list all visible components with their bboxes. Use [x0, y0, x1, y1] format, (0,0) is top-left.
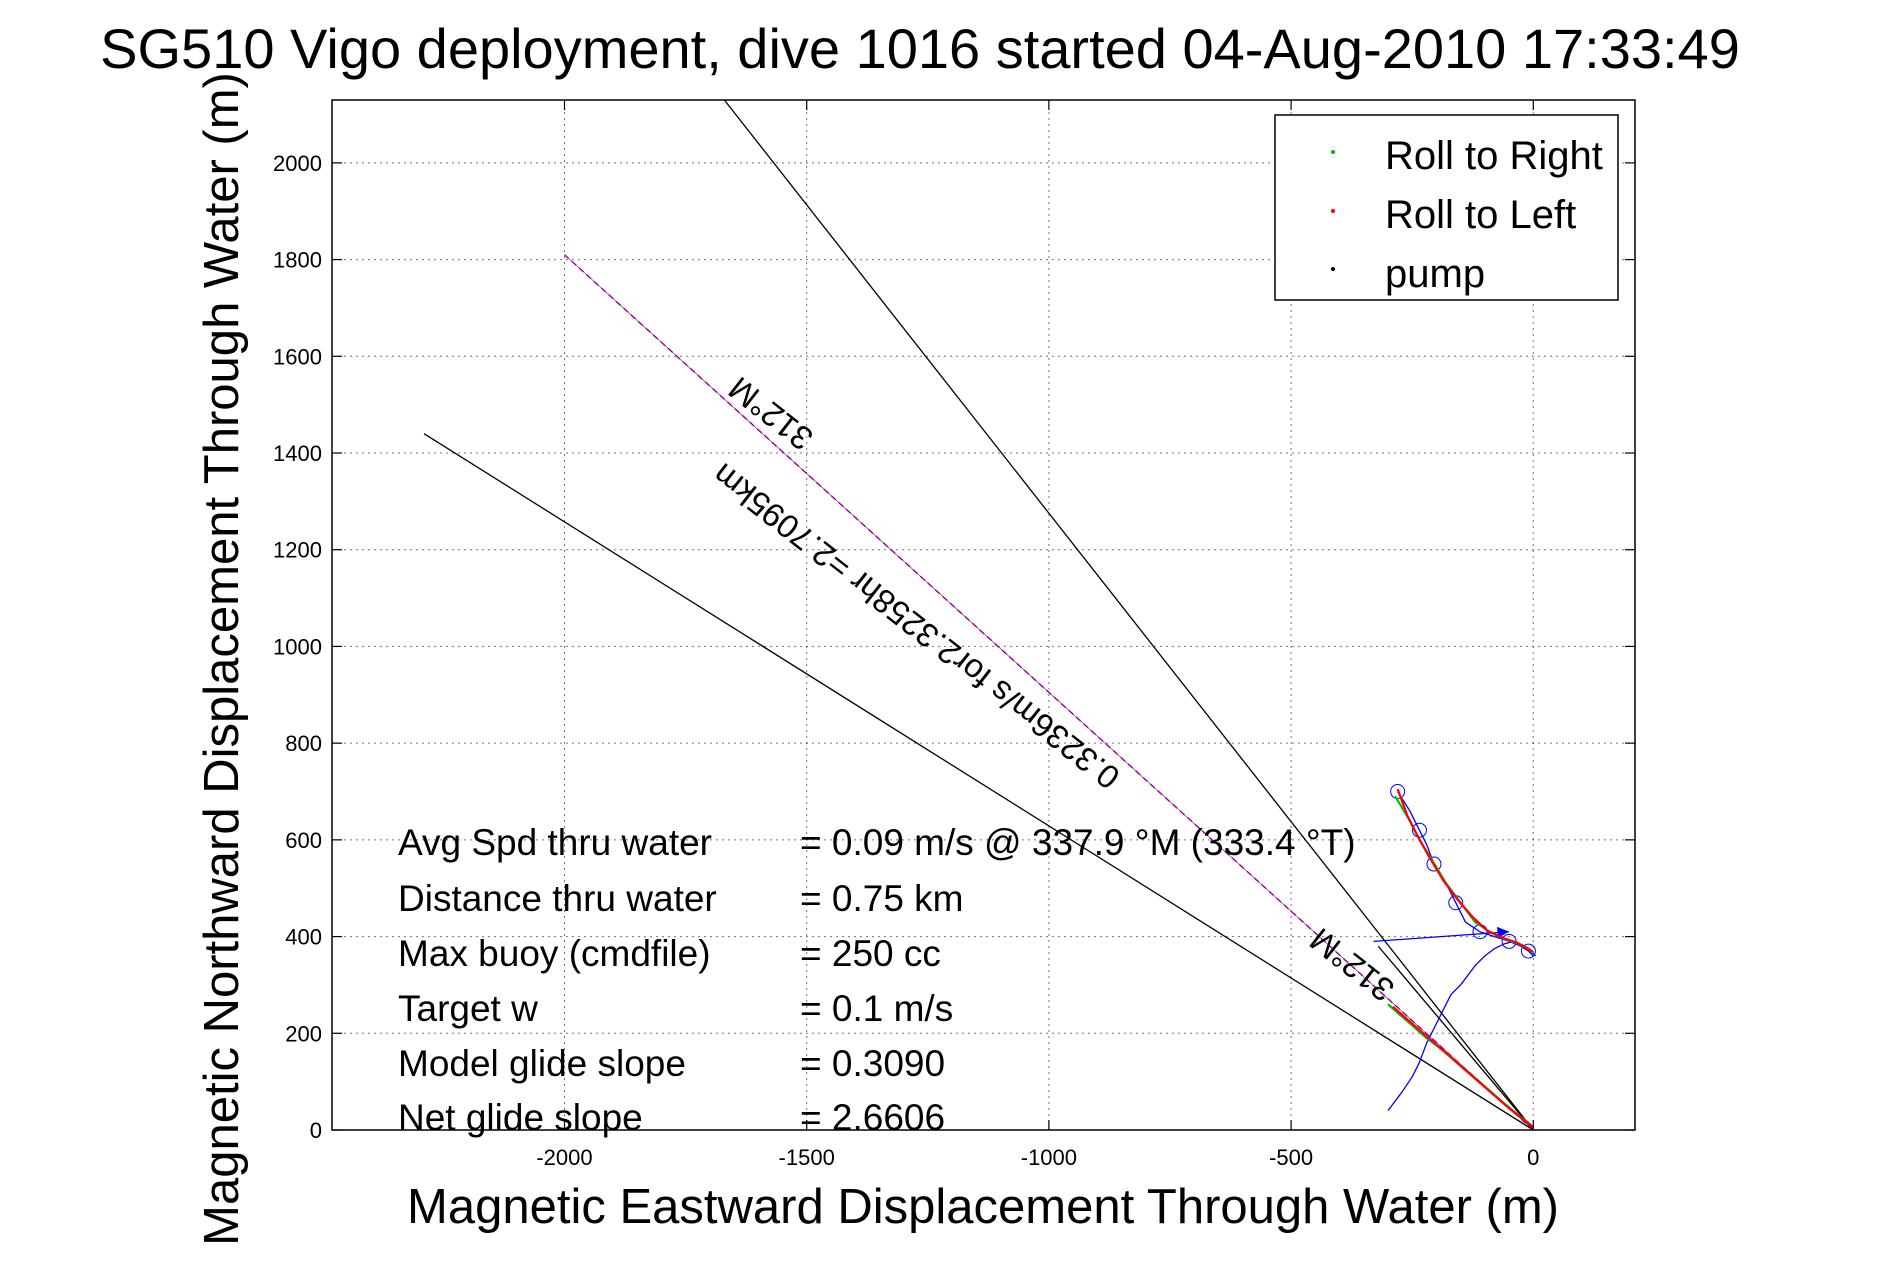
stat-value: = 2.6606 [800, 1097, 945, 1138]
y-tick-label: 0 [310, 1118, 322, 1143]
y-tick-label: 1400 [273, 441, 322, 466]
series-dive-path-left [1396, 788, 1534, 953]
stat-value: = 250 cc [800, 933, 941, 974]
x-tick-label: -500 [1269, 1145, 1313, 1170]
legend-label-roll-right: Roll to Right [1385, 134, 1603, 178]
series-course-line-short [1377, 945, 1534, 1130]
x-tick-label: 0 [1527, 1145, 1539, 1170]
x-axis-label: Magnetic Eastward Displacement Through W… [407, 1180, 1559, 1234]
series-track-left [1392, 1005, 1535, 1130]
grid [332, 100, 1635, 1131]
stat-label: Net glide slope [398, 1097, 643, 1138]
legend-label-pump: pump [1385, 252, 1485, 296]
x-tick-label: -1000 [1021, 1145, 1077, 1170]
ticks: -2000 -1500 -1000 -500 0 0 200 400 600 800 1000 120… [273, 100, 1635, 1170]
y-tick-label: 800 [285, 731, 322, 756]
y-axis-label: Magnetic Northward Displacement Through … [195, 72, 249, 1246]
series-layer [423, 100, 1537, 1130]
drift-arrowhead [1497, 926, 1510, 938]
legend-label-roll-left: Roll to Left [1385, 193, 1576, 237]
y-tick-label: 1000 [273, 634, 322, 659]
stat-value: = 0.09 m/s @ 337.9 °M (333.4 °T) [800, 822, 1356, 863]
y-tick-label: 200 [285, 1021, 322, 1046]
stat-label: Avg Spd thru water [398, 822, 712, 863]
loop-marker [1520, 943, 1536, 959]
y-tick-label: 400 [285, 925, 322, 950]
loop-marker [1426, 856, 1442, 872]
stat-value: = 0.75 km [800, 878, 964, 919]
y-tick-label: 2000 [273, 151, 322, 176]
series-loops [1397, 791, 1534, 957]
legend-marker-roll-right [1331, 150, 1335, 154]
stat-label: Distance thru water [398, 878, 717, 919]
stat-label: Max buoy (cmdfile) [398, 933, 711, 974]
legend-marker-pump [1331, 267, 1335, 271]
series-bearing-line [723, 100, 1534, 1130]
stat-label: Target w [398, 988, 538, 1029]
stat-label: Model glide slope [398, 1043, 686, 1084]
chart-title: SG510 Vigo deployment, dive 1016 started… [100, 17, 1740, 80]
y-tick-label: 1600 [273, 344, 322, 369]
legend: Roll to Right Roll to Left pump [1274, 114, 1619, 301]
y-tick-label: 1800 [273, 248, 322, 273]
stat-value: = 0.1 m/s [800, 988, 953, 1029]
stats-block: Avg Spd thru water = 0.09 m/s @ 337.9 °M… [398, 822, 1356, 1138]
series-course-line-core [564, 254, 1534, 1130]
y-tick-label: 600 [285, 828, 322, 853]
series-bearing-line [423, 433, 1534, 1130]
x-tick-label: -2000 [536, 1145, 592, 1170]
y-tick-label: 1200 [273, 538, 322, 563]
legend-marker-roll-left [1331, 209, 1335, 213]
x-tick-label: -1500 [779, 1145, 835, 1170]
plot-frame [331, 99, 1636, 1131]
stat-value: = 0.3090 [800, 1043, 945, 1084]
